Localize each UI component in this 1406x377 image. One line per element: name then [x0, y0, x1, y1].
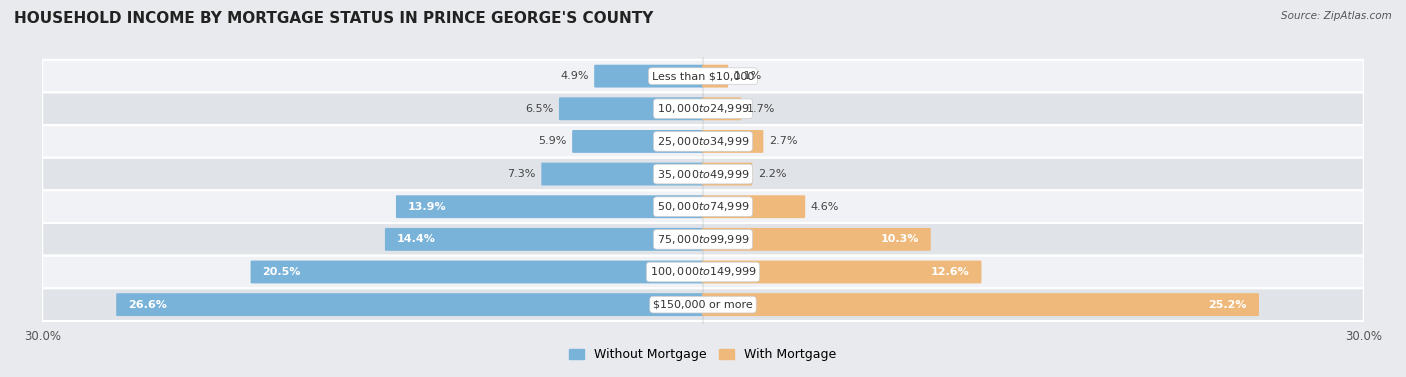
- FancyBboxPatch shape: [250, 261, 704, 284]
- Text: 4.6%: 4.6%: [811, 202, 839, 212]
- Text: 2.7%: 2.7%: [769, 136, 797, 146]
- Text: 10.3%: 10.3%: [880, 234, 920, 244]
- Text: $10,000 to $24,999: $10,000 to $24,999: [657, 102, 749, 115]
- FancyBboxPatch shape: [702, 228, 931, 251]
- Legend: Without Mortgage, With Mortgage: Without Mortgage, With Mortgage: [564, 343, 842, 366]
- Text: 4.9%: 4.9%: [560, 71, 589, 81]
- FancyBboxPatch shape: [42, 158, 1364, 190]
- FancyBboxPatch shape: [42, 125, 1364, 158]
- FancyBboxPatch shape: [42, 256, 1364, 288]
- Text: 7.3%: 7.3%: [508, 169, 536, 179]
- Text: 5.9%: 5.9%: [538, 136, 567, 146]
- Text: 14.4%: 14.4%: [396, 234, 436, 244]
- FancyBboxPatch shape: [42, 288, 1364, 321]
- Text: Source: ZipAtlas.com: Source: ZipAtlas.com: [1281, 11, 1392, 21]
- Text: 1.7%: 1.7%: [747, 104, 776, 114]
- FancyBboxPatch shape: [42, 60, 1364, 92]
- FancyBboxPatch shape: [42, 190, 1364, 223]
- Text: $150,000 or more: $150,000 or more: [654, 300, 752, 310]
- FancyBboxPatch shape: [702, 293, 1258, 316]
- FancyBboxPatch shape: [42, 223, 1364, 256]
- Text: $50,000 to $74,999: $50,000 to $74,999: [657, 200, 749, 213]
- Text: $75,000 to $99,999: $75,000 to $99,999: [657, 233, 749, 246]
- Text: $100,000 to $149,999: $100,000 to $149,999: [650, 265, 756, 279]
- Text: 20.5%: 20.5%: [263, 267, 301, 277]
- Text: 13.9%: 13.9%: [408, 202, 447, 212]
- Text: HOUSEHOLD INCOME BY MORTGAGE STATUS IN PRINCE GEORGE'S COUNTY: HOUSEHOLD INCOME BY MORTGAGE STATUS IN P…: [14, 11, 654, 26]
- FancyBboxPatch shape: [702, 162, 752, 185]
- Text: 6.5%: 6.5%: [524, 104, 553, 114]
- FancyBboxPatch shape: [702, 65, 728, 87]
- FancyBboxPatch shape: [560, 97, 704, 120]
- Text: $25,000 to $34,999: $25,000 to $34,999: [657, 135, 749, 148]
- Text: 2.2%: 2.2%: [758, 169, 786, 179]
- FancyBboxPatch shape: [702, 130, 763, 153]
- FancyBboxPatch shape: [702, 195, 806, 218]
- FancyBboxPatch shape: [541, 162, 704, 185]
- Text: Less than $10,000: Less than $10,000: [652, 71, 754, 81]
- Text: 26.6%: 26.6%: [128, 300, 167, 310]
- FancyBboxPatch shape: [396, 195, 704, 218]
- FancyBboxPatch shape: [702, 261, 981, 284]
- Text: 12.6%: 12.6%: [931, 267, 970, 277]
- Text: $35,000 to $49,999: $35,000 to $49,999: [657, 167, 749, 181]
- Text: 25.2%: 25.2%: [1209, 300, 1247, 310]
- FancyBboxPatch shape: [117, 293, 704, 316]
- FancyBboxPatch shape: [595, 65, 704, 87]
- FancyBboxPatch shape: [385, 228, 704, 251]
- FancyBboxPatch shape: [572, 130, 704, 153]
- FancyBboxPatch shape: [42, 92, 1364, 125]
- FancyBboxPatch shape: [702, 97, 741, 120]
- Text: 1.1%: 1.1%: [734, 71, 762, 81]
